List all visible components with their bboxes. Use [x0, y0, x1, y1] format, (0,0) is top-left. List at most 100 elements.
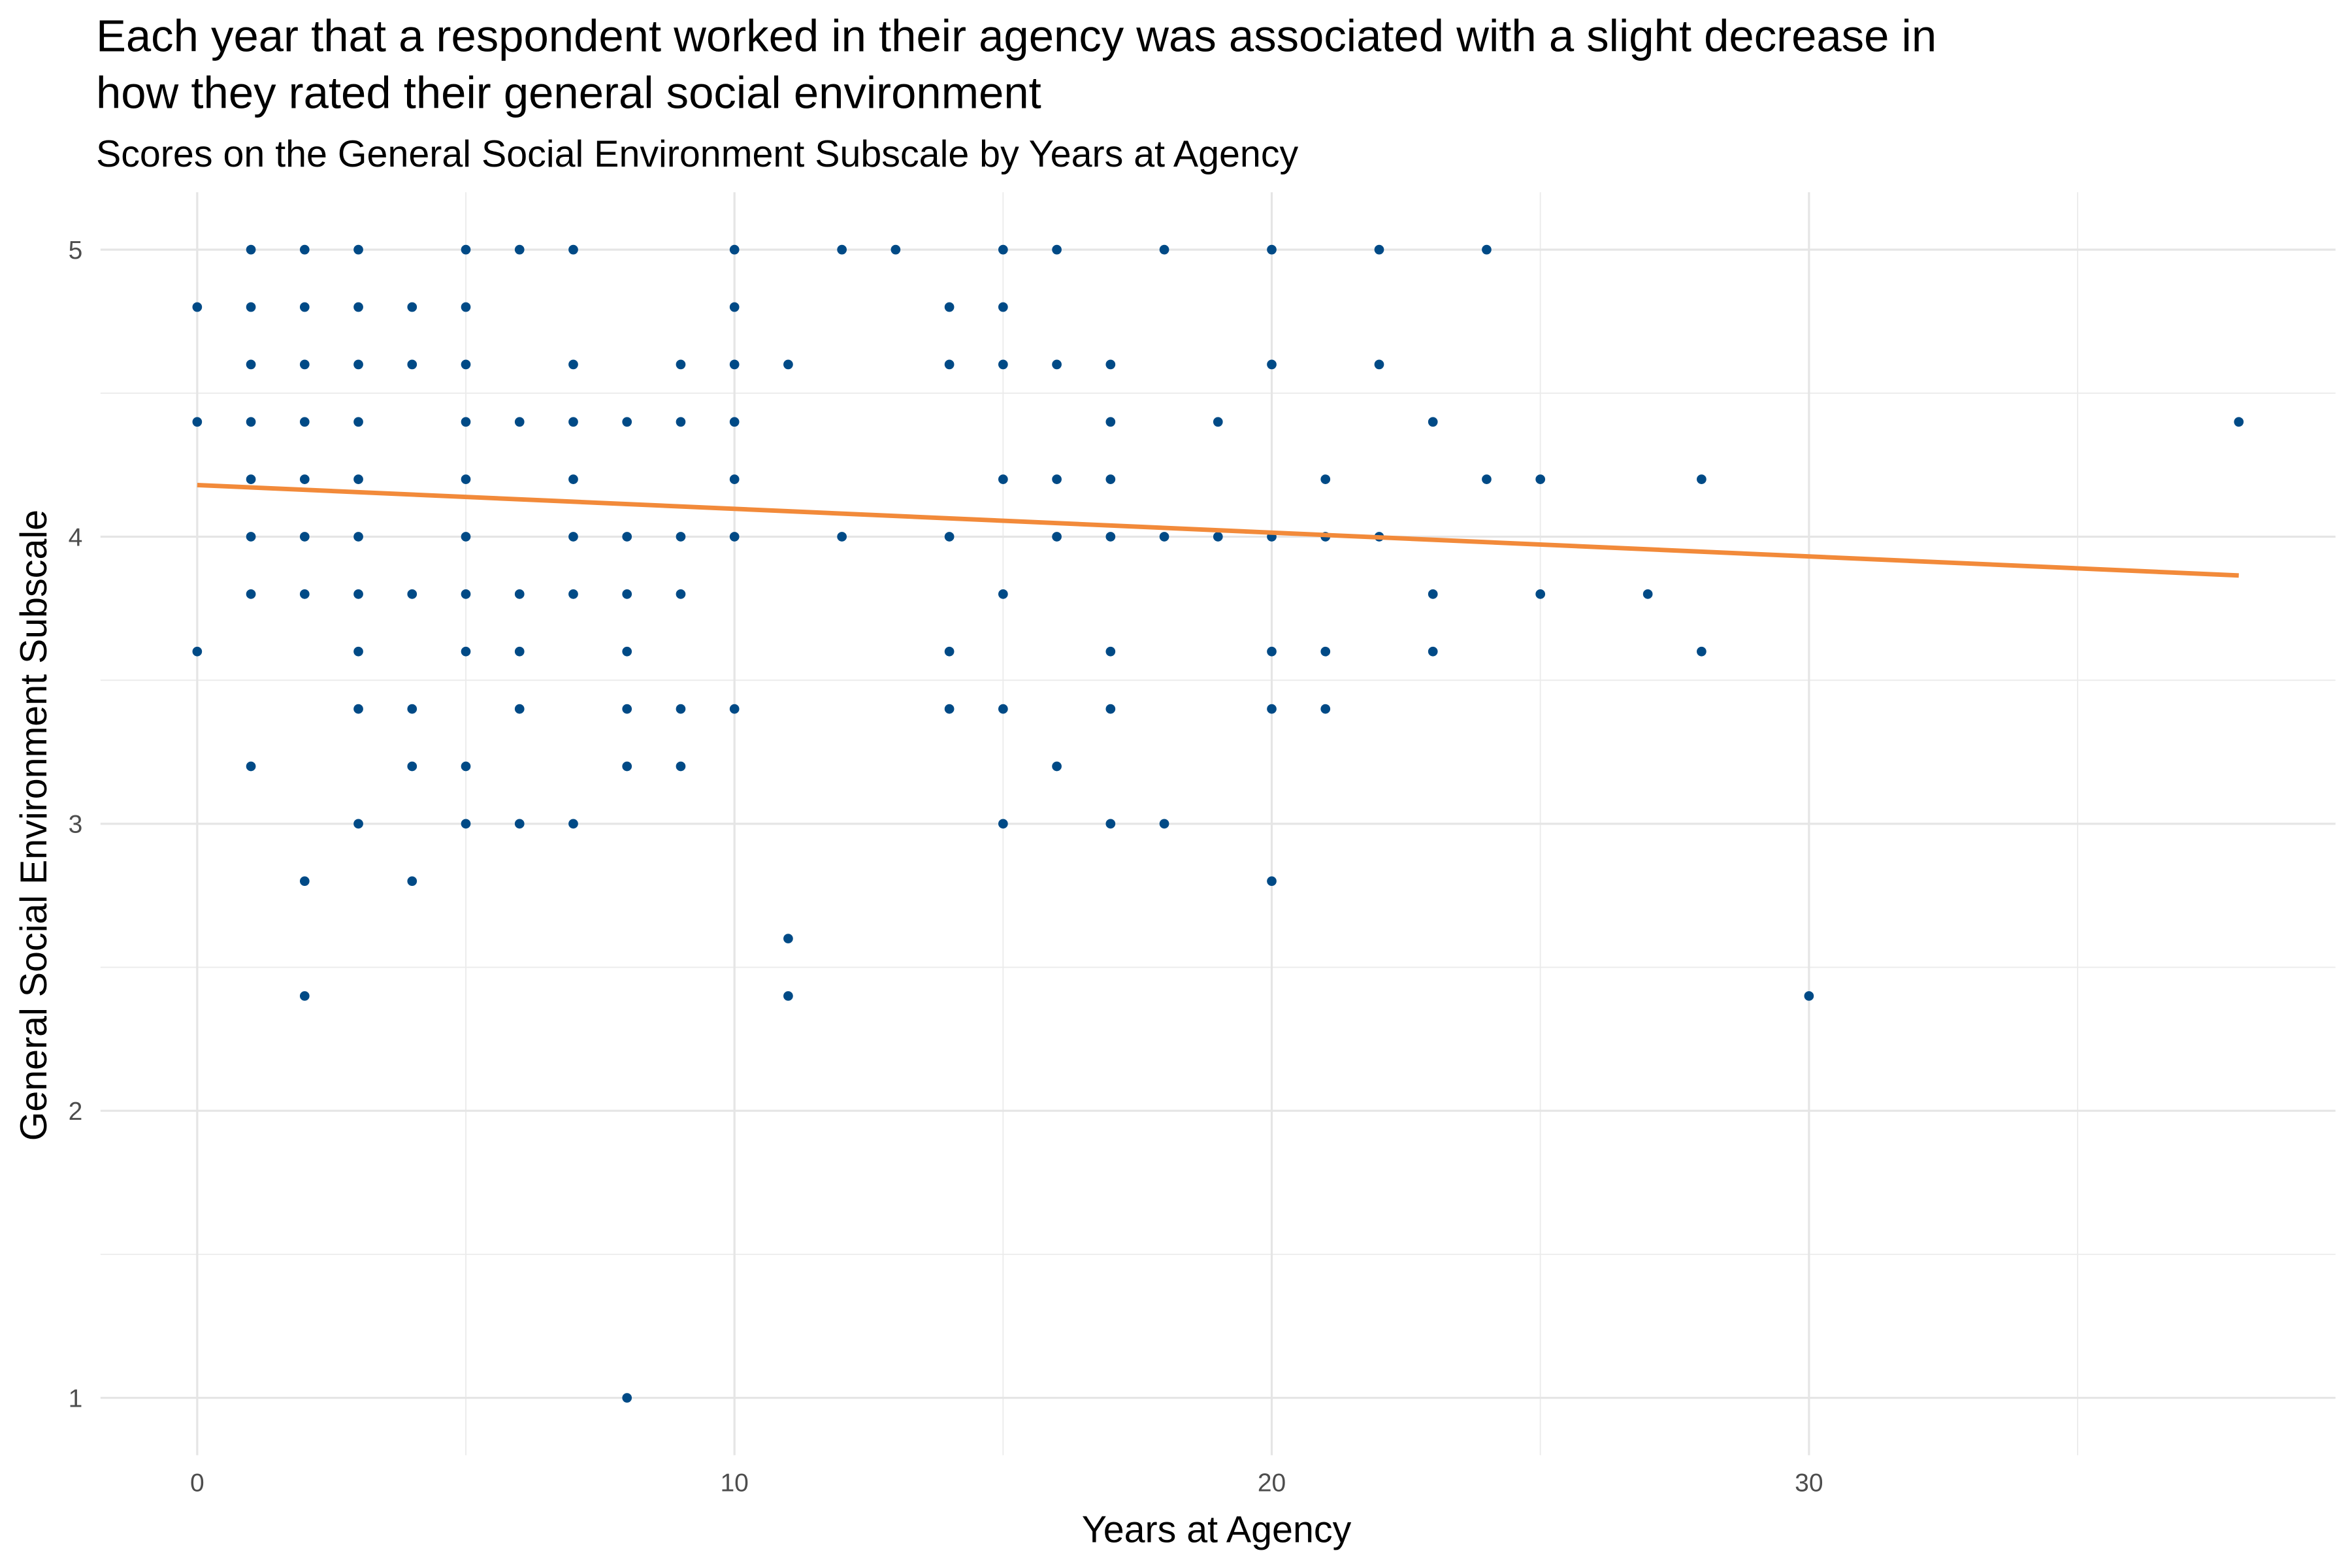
data-point [1052, 474, 1062, 484]
data-points [192, 244, 2244, 1403]
data-point [1535, 589, 1546, 599]
data-point [998, 819, 1008, 829]
data-point [353, 819, 363, 829]
data-point [514, 819, 525, 829]
x-axis-ticks: 0 10 20 30 [190, 1469, 1823, 1497]
chart-title-line-2: how they rated their general social envi… [96, 68, 1041, 118]
data-point [1428, 646, 1438, 657]
data-point [783, 359, 793, 370]
data-point [998, 359, 1008, 370]
y-tick-label: 1 [69, 1384, 83, 1413]
data-point [299, 991, 310, 1001]
data-point [299, 474, 310, 484]
data-point [299, 417, 310, 427]
data-point [246, 359, 256, 370]
data-point [568, 474, 578, 484]
data-point [1320, 704, 1331, 714]
data-point [299, 532, 310, 542]
data-point [622, 532, 632, 542]
data-point [1159, 532, 1169, 542]
data-point [353, 244, 363, 255]
data-point [514, 704, 525, 714]
y-tick-label: 3 [69, 811, 83, 839]
data-point [837, 532, 847, 542]
data-point [407, 302, 417, 312]
data-point [1482, 244, 1492, 255]
data-point [461, 244, 471, 255]
data-point [1697, 474, 1707, 484]
data-point [407, 761, 417, 772]
data-point [1052, 244, 1062, 255]
trend-line [197, 482, 2239, 578]
data-point [568, 244, 578, 255]
data-point [1804, 991, 1814, 1001]
data-point [729, 417, 740, 427]
data-point [568, 589, 578, 599]
chart-title-line-1: Each year that a respondent worked in th… [96, 10, 1936, 61]
data-point [246, 761, 256, 772]
data-point [246, 532, 256, 542]
data-point [676, 417, 686, 427]
data-point [944, 532, 955, 542]
data-point [1482, 474, 1492, 484]
data-point [461, 646, 471, 657]
y-tick-label: 4 [69, 523, 83, 551]
data-point [676, 359, 686, 370]
x-axis-label: Years at Agency [1082, 1509, 1352, 1551]
data-point [729, 532, 740, 542]
data-point [1105, 417, 1116, 427]
x-tick-label: 20 [1258, 1469, 1286, 1497]
data-point [246, 589, 256, 599]
data-point [783, 934, 793, 943]
data-point [514, 589, 525, 599]
data-point [729, 704, 740, 714]
gridlines [100, 192, 2336, 1456]
x-tick-label: 10 [720, 1469, 748, 1497]
data-point [568, 532, 578, 542]
data-point [676, 704, 686, 714]
data-point [1213, 417, 1223, 427]
y-tick-label: 5 [69, 237, 83, 265]
data-point [1105, 474, 1116, 484]
data-point [1052, 532, 1062, 542]
data-point [568, 417, 578, 427]
x-tick-label: 30 [1795, 1469, 1823, 1497]
data-point [461, 417, 471, 427]
data-point [1428, 417, 1438, 427]
data-point [1642, 589, 1653, 599]
data-point [514, 646, 525, 657]
data-point [676, 532, 686, 542]
data-point [1697, 646, 1707, 657]
data-point [676, 761, 686, 772]
data-point [837, 244, 847, 255]
data-point [998, 474, 1008, 484]
data-point [246, 474, 256, 484]
data-point [353, 359, 363, 370]
data-point [676, 589, 686, 599]
data-point [729, 474, 740, 484]
data-point [1105, 704, 1116, 714]
data-point [998, 244, 1008, 255]
data-point [461, 589, 471, 599]
y-axis-label: General Social Environment Subscale [13, 510, 55, 1141]
data-point [1428, 589, 1438, 599]
data-point [299, 244, 310, 255]
data-point [407, 704, 417, 714]
data-point [568, 819, 578, 829]
data-point [246, 417, 256, 427]
data-point [998, 704, 1008, 714]
data-point [461, 532, 471, 542]
data-point [622, 589, 632, 599]
data-point [1105, 646, 1116, 657]
data-point [1159, 819, 1169, 829]
data-point [353, 589, 363, 599]
data-point [998, 302, 1008, 312]
data-point [299, 876, 310, 887]
data-point [353, 704, 363, 714]
data-point [1267, 704, 1277, 714]
data-point [1320, 646, 1331, 657]
data-point [622, 417, 632, 427]
data-point [299, 302, 310, 312]
data-point [944, 704, 955, 714]
data-point [299, 589, 310, 599]
